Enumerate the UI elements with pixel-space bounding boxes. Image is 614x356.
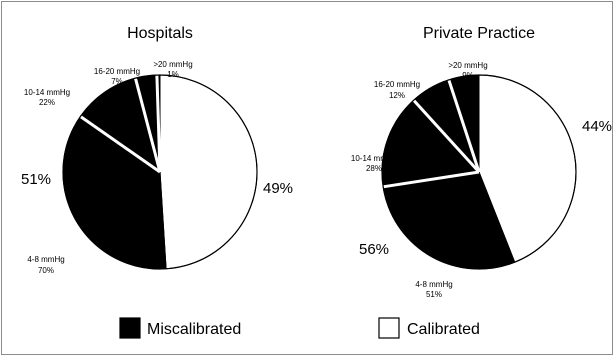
private-practice-calibrated-pct: 44% xyxy=(582,118,612,135)
private-practice-pie: Private Practice 44% 56% 10-14 mmHg 28% … xyxy=(351,25,612,299)
private-practice-4-8-range: 4-8 mmHg xyxy=(415,280,452,289)
hospitals-16-20-range: 16-20 mmHg xyxy=(94,67,140,76)
legend-label-miscalibrated: Miscalibrated xyxy=(147,321,241,338)
private-practice-title: Private Practice xyxy=(423,25,535,42)
private-practice-pie-outline xyxy=(381,74,577,270)
hospitals-separator-2 xyxy=(133,77,162,173)
private-practice-separator-3 xyxy=(447,79,481,173)
hospitals-slices xyxy=(62,74,258,270)
private-practice-10-14-pct: 28% xyxy=(366,164,382,173)
hospitals-16-20-pct: 7% xyxy=(111,77,123,86)
private-practice-4-8-pct: 51% xyxy=(426,290,442,299)
hospitals-pie: Hospitals 49% 51% 10-14 mmHg 22% 16-20 m… xyxy=(21,25,293,275)
hospitals-10-14-range: 10-14 mmHg xyxy=(24,88,70,97)
hospitals-separator-3 xyxy=(155,75,162,173)
legend: Miscalibrated Calibrated xyxy=(119,317,480,339)
hospitals-gt20-range: >20 mmHg xyxy=(153,60,192,69)
hospitals-separator-1 xyxy=(79,115,161,174)
legend-label-calibrated: Calibrated xyxy=(407,321,480,338)
private-practice-separator-2 xyxy=(412,99,481,174)
private-practice-16-20-range: 16-20 mmHg xyxy=(374,80,420,89)
private-practice-slices xyxy=(381,74,577,270)
hospitals-pie-outline xyxy=(62,74,258,270)
private-practice-16-20-pct: 12% xyxy=(389,91,405,100)
hospitals-slice-calibrated xyxy=(159,74,258,270)
hospitals-10-14-pct: 22% xyxy=(39,98,55,107)
hospitals-title: Hospitals xyxy=(127,25,193,42)
hospitals-4-8-pct: 70% xyxy=(38,266,54,275)
private-practice-separator-1 xyxy=(382,170,480,189)
hospitals-calibrated-pct: 49% xyxy=(263,180,293,197)
hospitals-miscalibrated-pct: 51% xyxy=(21,171,51,188)
hospitals-4-8-range: 4-8 mmHg xyxy=(27,255,64,264)
legend-swatch-calibrated xyxy=(378,317,400,339)
private-practice-miscalibrated-pct: 56% xyxy=(359,241,389,258)
hospitals-gt20-pct: 1% xyxy=(167,70,179,79)
private-practice-gt20-pct: 9% xyxy=(462,71,474,80)
legend-swatch-miscalibrated xyxy=(119,317,141,339)
private-practice-10-14-range: 10-14 mmHg xyxy=(351,154,397,163)
private-practice-gt20-range: >20 mmHg xyxy=(448,61,487,70)
